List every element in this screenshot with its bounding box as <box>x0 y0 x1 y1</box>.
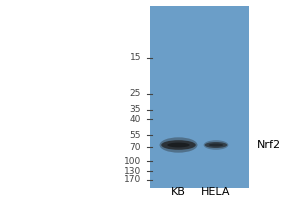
Ellipse shape <box>204 140 228 150</box>
Text: HELA: HELA <box>201 187 231 197</box>
Text: 55: 55 <box>130 130 141 140</box>
Text: 25: 25 <box>130 90 141 98</box>
Ellipse shape <box>209 144 223 146</box>
Text: 40: 40 <box>130 114 141 123</box>
Text: Nrf2: Nrf2 <box>256 140 280 150</box>
Text: 15: 15 <box>130 53 141 62</box>
Text: 170: 170 <box>124 176 141 184</box>
Text: KB: KB <box>171 187 186 197</box>
Ellipse shape <box>160 137 197 153</box>
Ellipse shape <box>205 142 227 148</box>
Ellipse shape <box>167 143 190 147</box>
Text: 35: 35 <box>130 106 141 114</box>
Bar <box>150 6 249 188</box>
Text: 100: 100 <box>124 156 141 166</box>
Text: 70: 70 <box>130 142 141 152</box>
Text: 130: 130 <box>124 166 141 176</box>
Ellipse shape <box>161 140 196 150</box>
